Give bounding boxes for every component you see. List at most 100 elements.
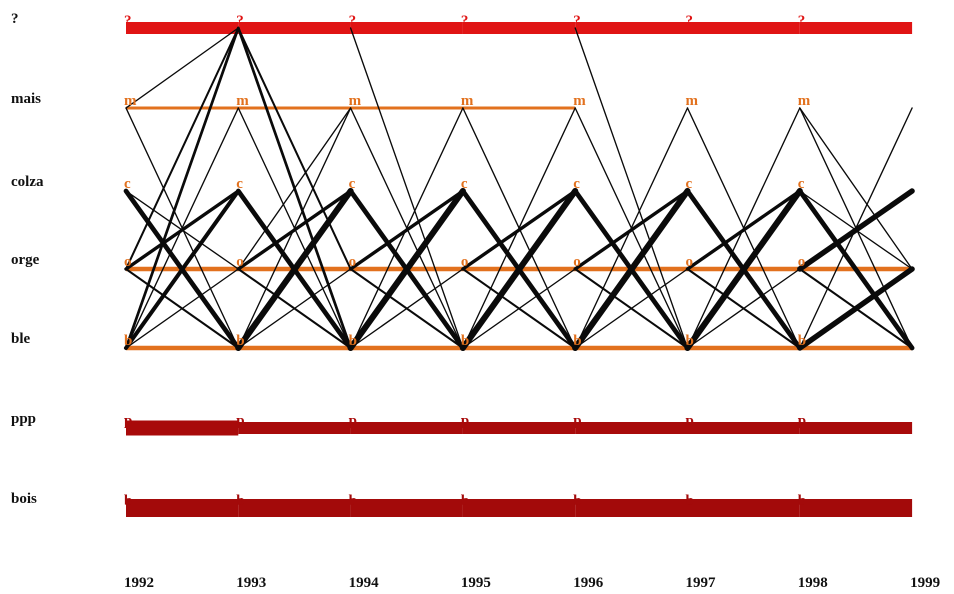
node-ppp-1992: p	[124, 413, 132, 429]
year-label-1998: 1998	[798, 575, 828, 591]
row-label-bois: bois	[11, 491, 37, 507]
stay-bar-q-1998	[799, 22, 913, 34]
transition-orge-to-ble-1998	[798, 267, 914, 350]
node-colza-1997: c	[686, 176, 693, 192]
node-orge-1998: o	[798, 254, 806, 270]
node-bois-1994: b	[349, 493, 357, 509]
transition-orge-to-colza-1992	[124, 189, 240, 271]
node-colza-1995: c	[461, 176, 468, 192]
stay-bar-ppp-1993	[238, 422, 351, 434]
stay-bar-bois-1997	[687, 499, 800, 517]
node-colza-1993: c	[236, 176, 243, 192]
year-label-1997: 1997	[686, 575, 717, 591]
transition-q-to-orge-1993	[237, 26, 352, 271]
stay-bar-ble-1994	[350, 345, 463, 351]
transition-orge-to-colza-1994	[348, 189, 465, 271]
transition-lines	[123, 26, 915, 352]
node-letters: ?????? ? m m m m m m m c c c c c c c o o o o o o o b b b b b b b p p p p p…	[124, 13, 811, 509]
node-ppp-1995: p	[461, 413, 469, 429]
stay-bar-bois-1998	[799, 499, 913, 517]
transition-ble-to-mais-1997	[686, 107, 801, 349]
stay-bar-ppp-1997	[687, 422, 800, 434]
row-label-q: ?	[11, 11, 19, 27]
stay-bar-q-1993	[238, 22, 351, 34]
stay-bar-q-1992	[126, 22, 239, 34]
stay-bar-mais-1995	[462, 106, 576, 110]
transition-ble-to-mais-1998	[799, 107, 913, 349]
stay-bar-ble-1997	[687, 345, 800, 351]
node-bois-1998: b	[798, 493, 806, 509]
node-q-1996: ?	[573, 13, 581, 29]
stay-bar-mais-1993	[238, 106, 351, 110]
transition-ble-to-colza-1997	[684, 187, 803, 352]
row-labels: ? mais colza orge ble ppp bois	[11, 11, 44, 507]
stay-bar-bois-1996	[575, 499, 688, 517]
transition-ble-to-mais-1995	[462, 107, 576, 349]
stay-bar-ble-1993	[238, 345, 351, 351]
stay-bar-q-1995	[462, 22, 576, 34]
transition-ble-to-colza-1996	[572, 187, 691, 352]
node-orge-1996: o	[573, 254, 581, 270]
node-colza-1998: c	[798, 176, 805, 192]
node-mais-1997: m	[686, 93, 699, 109]
stay-bar-ble-1996	[575, 345, 688, 351]
stay-bar-ppp-1994	[350, 422, 463, 434]
node-bois-1997: b	[686, 493, 694, 509]
transition-ble-to-colza-1994	[347, 187, 466, 352]
node-q-1993: ?	[236, 13, 244, 29]
node-ppp-1998: p	[798, 413, 806, 429]
row-label-colza: colza	[11, 174, 44, 190]
stay-bar-mais-1992	[126, 106, 239, 110]
transition-orge-to-ble-1996	[574, 267, 689, 350]
node-mais-1992: m	[124, 93, 137, 109]
stay-bar-q-1997	[687, 22, 800, 34]
node-colza-1994: c	[349, 176, 356, 192]
node-q-1998: ?	[798, 13, 806, 29]
transition-q-to-ble-1996	[574, 27, 689, 349]
stay-bar-bois-1992	[126, 499, 239, 517]
node-bois-1992: b	[124, 493, 132, 509]
node-ble-1992: b	[124, 333, 132, 349]
node-ppp-1996: p	[573, 413, 581, 429]
node-ppp-1993: p	[236, 413, 244, 429]
transition-orge-to-colza-1998	[797, 188, 915, 272]
stay-bar-ppp-1996	[575, 422, 688, 434]
stay-bar-ble-1995	[462, 345, 576, 351]
transition-orge-to-ble-1997	[686, 267, 801, 350]
node-q-1994: ?	[349, 13, 357, 29]
node-colza-1996: c	[573, 176, 580, 192]
node-ppp-1994: p	[349, 413, 357, 429]
stay-bar-ppp-1998	[799, 422, 913, 434]
year-label-1992: 1992	[124, 575, 154, 591]
year-label-1993: 1993	[236, 575, 266, 591]
node-ble-1994: b	[349, 333, 357, 349]
transition-q-to-ble-1994	[349, 27, 464, 349]
stay-bar-ppp-1995	[462, 422, 576, 434]
transition-orge-to-colza-1997	[685, 189, 802, 271]
node-ble-1998: b	[798, 333, 806, 349]
node-q-1995: ?	[461, 13, 469, 29]
row-label-mais: mais	[11, 91, 41, 107]
row-label-ppp: ppp	[11, 411, 36, 427]
node-orge-1997: o	[686, 254, 694, 270]
transition-ble-to-mais-1993	[237, 107, 352, 349]
node-q-1992: ?	[124, 13, 132, 29]
year-label-1996: 1996	[573, 575, 604, 591]
transition-orge-to-ble-1995	[461, 267, 577, 350]
row-label-ble: ble	[11, 331, 31, 347]
node-q-1997: ?	[686, 13, 694, 29]
node-ble-1995: b	[461, 333, 469, 349]
stay-bar-q-1996	[575, 22, 688, 34]
transition-orge-to-ble-1993	[237, 267, 352, 350]
node-orge-1994: o	[349, 254, 357, 270]
node-mais-1994: m	[349, 93, 362, 109]
node-bois-1993: b	[236, 493, 244, 509]
stay-bar-bois-1995	[462, 499, 576, 517]
transition-orge-to-ble-1992	[124, 267, 240, 350]
transition-ble-to-mais-1994	[349, 107, 464, 349]
node-mais-1998: m	[798, 93, 811, 109]
transition-orge-to-colza-1996	[573, 189, 690, 271]
node-mais-1996: m	[573, 93, 586, 109]
year-labels: 1992 1993 1994 1995 1996 1997 1998 1999	[124, 575, 940, 591]
stay-bar-ppp-1992	[126, 420, 239, 436]
